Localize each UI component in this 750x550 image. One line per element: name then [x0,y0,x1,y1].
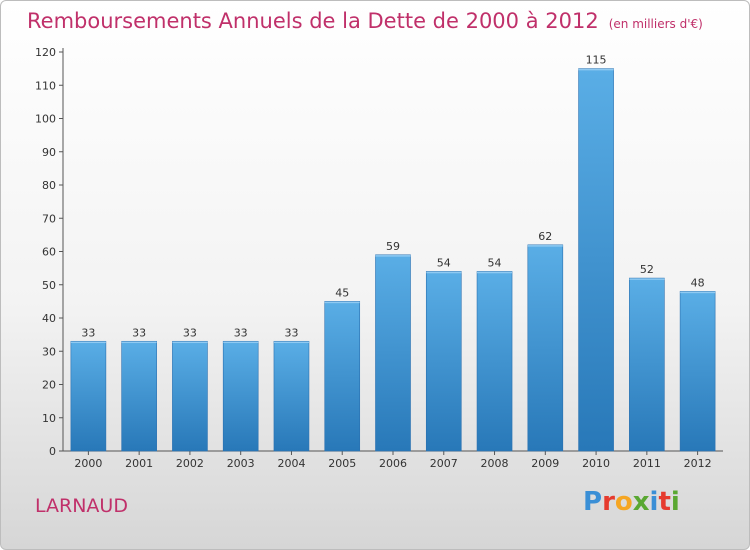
bar-2003 [222,340,259,452]
value-label: 59 [386,240,400,253]
value-label: 33 [183,326,197,339]
unit-subtitle: (en milliers d'€) [608,17,703,31]
value-label: 33 [284,326,298,339]
x-tick-label: 2002 [176,457,204,470]
y-tick-label: 50 [42,279,56,292]
y-tick-label: 60 [42,246,56,259]
value-label: 33 [81,326,95,339]
value-label: 33 [234,326,248,339]
x-tick-label: 2008 [481,457,509,470]
x-tick-label: 2000 [74,457,102,470]
x-tick-label: 2003 [227,457,255,470]
x-tick-label: 2009 [531,457,559,470]
value-label: 33 [132,326,146,339]
value-label: 54 [488,256,502,269]
bar-2007 [425,271,462,452]
x-tick-label: 2001 [125,457,153,470]
y-tick-label: 40 [42,312,56,325]
bar-2010 [578,68,614,452]
value-label: 54 [437,256,451,269]
logo-letter: o [614,487,633,517]
x-tick-label: 2010 [582,457,610,470]
y-tick-label: 90 [42,146,56,159]
bar-2006 [375,254,411,452]
y-tick-label: 120 [35,46,56,59]
bar-2012 [679,291,716,452]
value-label: 115 [586,54,607,67]
x-tick-label: 2012 [684,457,712,470]
logo-letter: t [658,487,671,517]
commune-name: LARNAUD [35,495,128,517]
bar-2004 [273,340,310,452]
value-label: 62 [538,230,552,243]
value-label: 48 [691,276,705,289]
proxiti-logo: Proxiti [583,487,680,517]
bar-2002 [172,340,208,452]
y-tick-label: 30 [42,345,56,358]
y-tick-label: 0 [49,445,56,458]
x-tick-label: 2004 [277,457,305,470]
value-label: 52 [640,263,654,276]
bar-2001 [121,340,157,452]
x-tick-label: 2011 [633,457,661,470]
y-tick-label: 70 [42,212,56,225]
logo-letter: i [670,487,680,517]
title-text: Remboursements Annuels de la Dette de 20… [27,9,599,33]
value-label: 45 [335,286,349,299]
y-tick-label: 20 [42,379,56,392]
y-tick-label: 80 [42,179,56,192]
logo-letter: x [632,487,650,517]
logo-letter: i [649,487,659,517]
y-tick-label: 110 [35,79,56,92]
logo-letter: r [602,487,615,517]
y-tick-label: 10 [42,412,56,425]
bar-2000 [70,340,107,452]
x-tick-label: 2006 [379,457,407,470]
logo-letter: P [583,487,603,517]
x-tick-label: 2005 [328,457,356,470]
bar-2008 [476,271,513,452]
x-tick-label: 2007 [430,457,458,470]
bar-2011 [629,277,665,452]
chart-title: Remboursements Annuels de la Dette de 20… [27,9,703,33]
y-tick-label: 100 [35,113,56,126]
bar-2005 [324,301,361,452]
bar-2009 [527,244,564,452]
